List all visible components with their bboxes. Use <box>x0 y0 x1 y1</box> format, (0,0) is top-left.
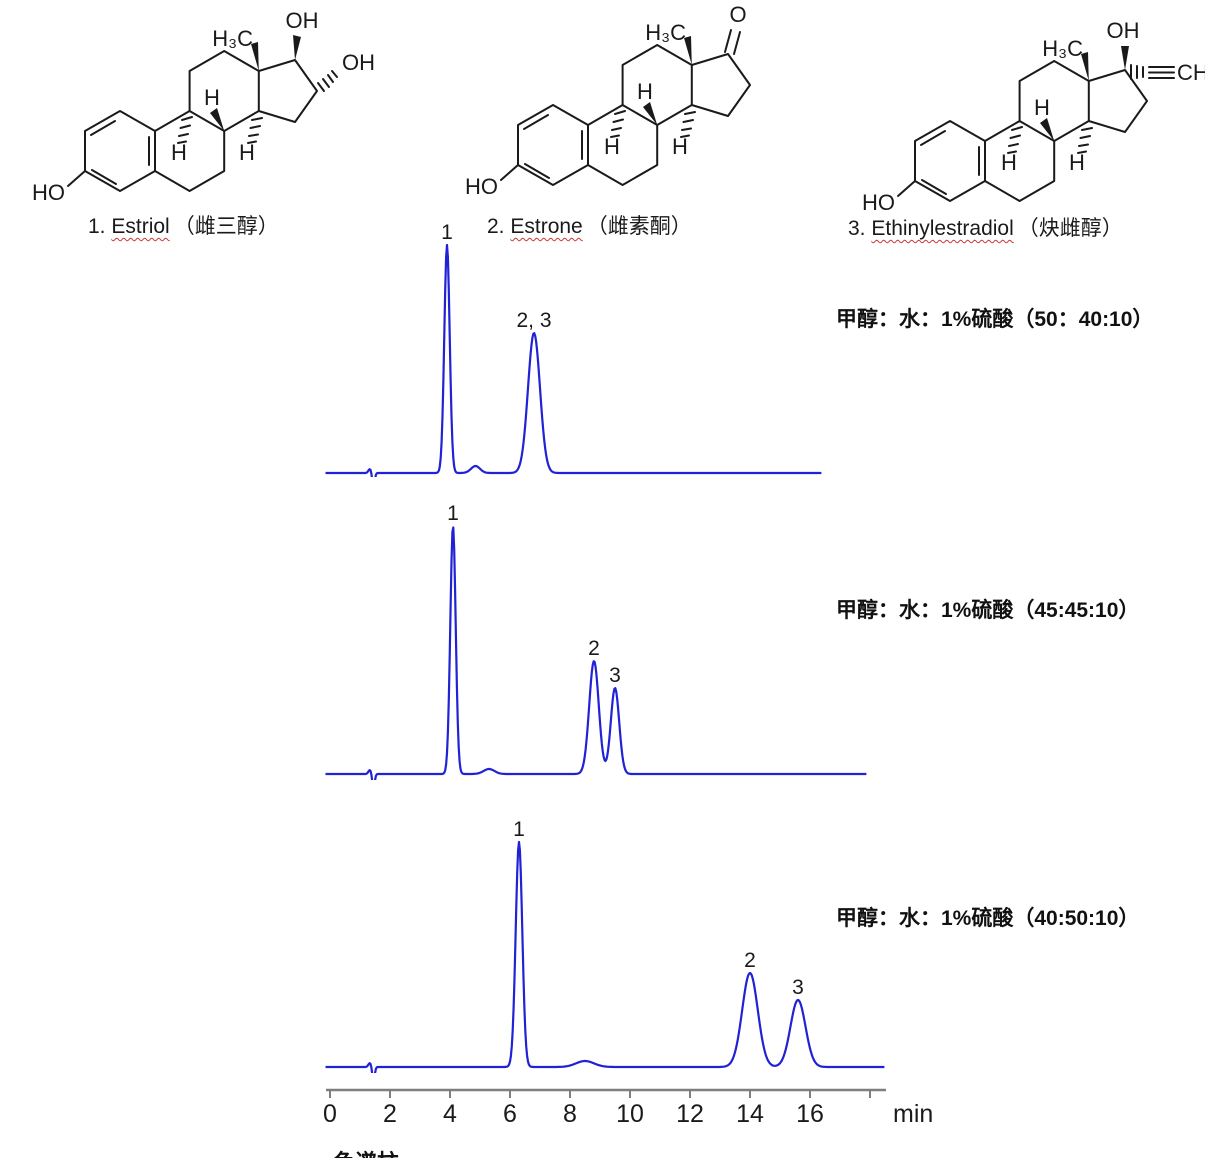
mobile-phase-label-1: 甲醇：水：1%硫酸（50：40:10） <box>836 308 1154 331</box>
axis-tick-label: 10 <box>616 1100 644 1128</box>
ethinylestradiol-structure: H₃C OH CH HO H H H <box>862 18 1205 215</box>
trace-line <box>325 243 822 477</box>
h-label: H <box>239 140 255 165</box>
ketone-oxygen-label: O <box>729 2 746 27</box>
structure-2-number: 2. <box>487 215 505 238</box>
structure-1-cn-name: （雌三醇） <box>173 215 279 238</box>
peak-label: 3 <box>609 664 621 687</box>
axis-tick-label: 4 <box>443 1100 457 1128</box>
structure-3-caption: 3. Ethinylestradiol （炔雌醇） <box>848 212 1123 242</box>
peak-label: 1 <box>513 818 525 841</box>
trace-line <box>325 526 867 780</box>
h-label: H <box>171 140 187 165</box>
structure-1-caption: 1. Estriol （雌三醇） <box>88 210 279 240</box>
structure-2-cn-name: （雌素酮） <box>586 215 692 238</box>
structure-3-cn-name: （炔雌醇） <box>1017 217 1123 240</box>
phenol-label: HO <box>465 174 498 199</box>
estriol-structure: H₃C OH OH HO H H H <box>32 8 375 205</box>
peak-label: 1 <box>441 221 453 244</box>
structure-2-name: Estrone <box>510 215 583 238</box>
peak-label: 2, 3 <box>516 309 551 332</box>
hydroxyl-17-label: OH <box>1107 18 1140 43</box>
mobile-phase-label-3: 甲醇：水：1%硫酸（40:50:10） <box>836 907 1140 930</box>
phenol-label: HO <box>862 190 895 215</box>
h-label: H <box>204 85 220 110</box>
axis-tick-label: 2 <box>383 1100 397 1128</box>
h-label: H <box>672 134 688 159</box>
axis-tick-label: 8 <box>563 1100 577 1128</box>
peak-label: 3 <box>792 976 804 999</box>
axis-tick-label: 0 <box>323 1100 337 1128</box>
trace-line <box>325 840 885 1073</box>
structure-3-number: 3. <box>848 217 866 240</box>
time-axis: min 0 2 4 6 8 10 12 14 16 <box>323 1088 933 1128</box>
phenol-label: HO <box>32 180 65 205</box>
methyl-label: H₃C <box>645 20 686 45</box>
axis-unit-label: min <box>893 1100 933 1128</box>
structure-1-number: 1. <box>88 215 106 238</box>
mobile-phase-label-2: 甲醇：水：1%硫酸（45:45:10） <box>836 599 1140 622</box>
methyl-label: H₃C <box>1042 36 1083 61</box>
methyl-label: H₃C <box>212 26 253 51</box>
h-label: H <box>637 79 653 104</box>
chromatogram-3: 1 2 3 <box>325 818 885 1073</box>
axis-tick-label: 6 <box>503 1100 517 1128</box>
axis-tick-label: 14 <box>736 1100 764 1128</box>
structure-3-name: Ethinylestradiol <box>871 217 1014 240</box>
chromatogram-2: 1 23 <box>325 502 867 780</box>
h-label: H <box>1034 95 1050 120</box>
cropped-bottom-caption: 色谱柱 <box>333 1145 399 1158</box>
estrone-structure: H₃C O HO H H H <box>465 2 751 199</box>
hydroxyl-16-label: OH <box>342 50 375 75</box>
h-label: H <box>1069 150 1085 175</box>
structure-2-caption: 2. Estrone （雌素酮） <box>487 210 692 240</box>
hydroxyl-17-label: OH <box>286 8 319 33</box>
axis-tick-label: 16 <box>796 1100 824 1128</box>
h-label: H <box>1001 150 1017 175</box>
chromatogram-1: 1 2, 3 <box>325 221 822 477</box>
h-label: H <box>604 134 620 159</box>
structure-1-name: Estriol <box>111 215 170 238</box>
peak-label: 1 <box>447 502 459 525</box>
axis-tick-label: 12 <box>676 1100 704 1128</box>
peak-label: 2 <box>744 949 756 972</box>
ethynyl-ch-label: CH <box>1177 60 1205 85</box>
peak-label: 2 <box>588 637 600 660</box>
